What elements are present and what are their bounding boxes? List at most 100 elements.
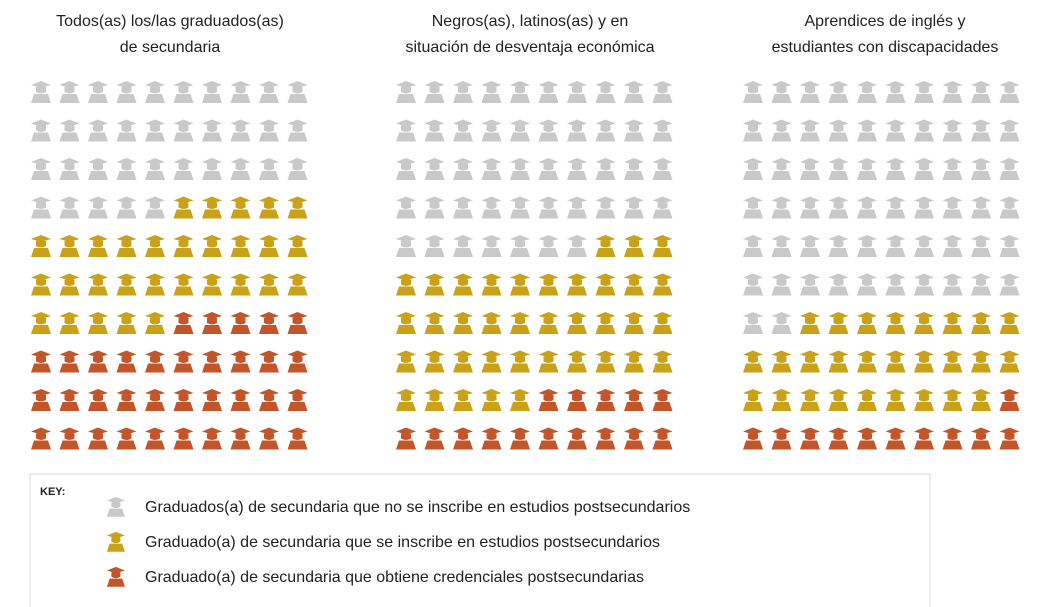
icon <box>885 389 906 411</box>
icon <box>828 273 849 296</box>
icon <box>771 119 792 142</box>
icon <box>510 350 530 373</box>
icon <box>88 158 108 180</box>
icon <box>971 273 991 296</box>
icon <box>31 119 51 142</box>
icon <box>173 427 194 450</box>
icon <box>424 273 445 296</box>
icon <box>287 312 308 334</box>
icon <box>800 350 820 373</box>
icon <box>652 350 673 373</box>
icon <box>287 235 308 257</box>
icon <box>652 427 673 450</box>
icon <box>971 350 991 373</box>
icon <box>800 235 820 257</box>
icon <box>942 119 963 142</box>
legend-box <box>29 473 931 607</box>
legend-icon <box>106 531 125 552</box>
icon <box>287 273 308 296</box>
icon <box>396 427 416 450</box>
icon <box>481 119 502 142</box>
icon <box>743 350 763 373</box>
icon <box>800 427 820 450</box>
icon <box>942 235 963 257</box>
icon <box>624 427 644 450</box>
icon <box>481 389 502 411</box>
icon <box>914 81 934 103</box>
icon <box>885 196 906 219</box>
icon <box>771 427 792 450</box>
icon <box>59 389 80 411</box>
icon <box>173 81 194 103</box>
icon <box>59 427 80 450</box>
icon <box>510 427 530 450</box>
icon <box>885 158 906 180</box>
icon <box>453 119 473 142</box>
icon <box>116 235 137 257</box>
icon <box>942 196 963 219</box>
icon <box>971 119 991 142</box>
icon <box>828 350 849 373</box>
legend-label: Graduado(a) de secundaria que obtiene cr… <box>145 569 644 586</box>
icon <box>999 81 1020 103</box>
icon <box>59 273 80 296</box>
icon <box>396 389 416 411</box>
icon <box>116 273 137 296</box>
icon <box>453 427 473 450</box>
icon <box>857 119 877 142</box>
icon <box>481 273 502 296</box>
icon <box>538 196 559 219</box>
icon <box>31 427 51 450</box>
icon <box>145 312 165 334</box>
icon <box>800 196 820 219</box>
icon <box>999 427 1020 450</box>
icon <box>116 350 137 373</box>
icon <box>800 312 820 334</box>
icon <box>145 119 165 142</box>
icon <box>624 312 644 334</box>
icon <box>396 119 416 142</box>
icon <box>424 235 445 257</box>
icon <box>971 196 991 219</box>
icon <box>202 235 222 257</box>
icon <box>173 235 194 257</box>
icon <box>259 427 279 450</box>
icon <box>202 158 222 180</box>
icon <box>652 312 673 334</box>
icon <box>567 273 587 296</box>
icon <box>800 119 820 142</box>
icon <box>202 119 222 142</box>
panel-title: Negros(as), latinos(as) y en <box>432 13 629 30</box>
icon <box>999 158 1020 180</box>
icon <box>971 158 991 180</box>
icon <box>59 196 80 219</box>
icon <box>145 196 165 219</box>
icon <box>424 389 445 411</box>
icon <box>259 389 279 411</box>
icon <box>88 273 108 296</box>
icon <box>857 158 877 180</box>
icon <box>116 196 137 219</box>
icon <box>538 158 559 180</box>
icon <box>287 158 308 180</box>
icon <box>857 273 877 296</box>
panel-title: situación de desventaja económica <box>405 39 654 56</box>
icon <box>424 119 445 142</box>
icon <box>538 389 559 411</box>
icon <box>595 350 616 373</box>
icon <box>510 81 530 103</box>
icon <box>31 350 51 373</box>
icon <box>116 389 137 411</box>
icon <box>259 158 279 180</box>
icon <box>771 350 792 373</box>
icon <box>743 158 763 180</box>
icon <box>510 235 530 257</box>
icon <box>59 119 80 142</box>
icon <box>287 81 308 103</box>
icon <box>259 235 279 257</box>
icon <box>424 312 445 334</box>
icon <box>31 158 51 180</box>
icon <box>624 235 644 257</box>
icon <box>914 350 934 373</box>
